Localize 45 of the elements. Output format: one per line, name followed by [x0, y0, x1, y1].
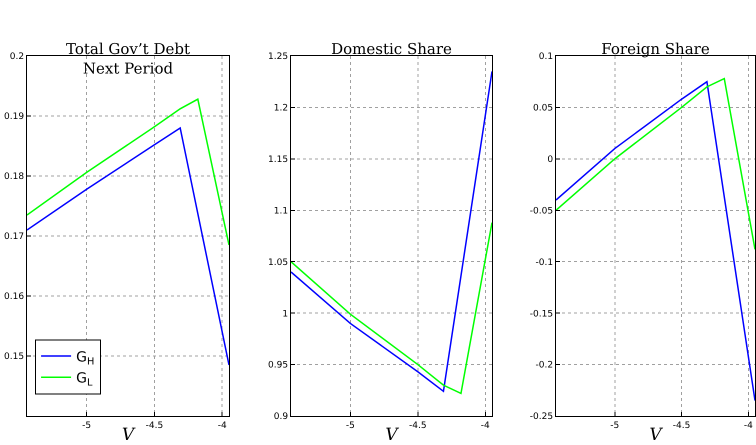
x-tick-label: -5: [610, 420, 620, 431]
legend-label: G$_{L}$: [76, 370, 93, 389]
y-tick-label: 1.1: [274, 206, 288, 216]
y-tick-label: 1.2: [274, 104, 288, 114]
x-tick-label: -4: [218, 420, 227, 431]
y-tick-label: -0.25: [530, 412, 554, 422]
legend-label: G$_{H}$: [76, 349, 94, 368]
chart-title: Total Gov’t Debt Next Period: [66, 40, 190, 78]
y-tick-label: 0.1: [538, 52, 554, 62]
x-axis-title: V: [385, 425, 400, 445]
x-axis-title: V: [649, 425, 664, 445]
y-tick-label: 1.05: [268, 258, 288, 268]
y-tick-label: 0.17: [4, 232, 24, 242]
x-tick-label: -4.5: [146, 420, 164, 431]
x-tick-label: -4: [480, 420, 490, 431]
y-tick-label: -0.05: [530, 206, 554, 216]
y-tick-label: 0.95: [268, 360, 288, 371]
x-axis-title: V: [122, 425, 136, 445]
x-tick-label: -4.5: [672, 420, 690, 431]
line-series: [291, 70, 492, 392]
line-series: [556, 78, 755, 250]
y-tick-label: 1.25: [268, 52, 288, 62]
x-tick-label: -5: [346, 420, 355, 431]
y-tick-label: -0.15: [530, 309, 554, 320]
y-tick-label: 0.18: [4, 172, 24, 182]
x-tick-label: -4: [744, 420, 754, 431]
y-tick-label: 0.15: [4, 352, 24, 362]
line-series: [27, 127, 229, 366]
line-series: [27, 98, 229, 246]
y-tick-label: 0.19: [4, 112, 24, 122]
y-tick-label: 0.16: [4, 292, 24, 302]
y-tick-label: 1.15: [268, 155, 288, 166]
chart-title: Domestic Share: [331, 40, 452, 58]
y-tick-label: 0: [547, 155, 554, 166]
line-series: [291, 222, 492, 394]
y-tick-label: 0.9: [274, 412, 288, 422]
x-tick-label: -4.5: [409, 420, 427, 431]
y-tick-label: 0.2: [10, 52, 24, 62]
y-tick-label: 0.05: [533, 104, 554, 114]
line-series: [556, 80, 755, 402]
y-tick-label: -0.1: [536, 258, 554, 268]
y-tick-label: 1: [282, 309, 288, 320]
x-tick-label: -5: [82, 420, 92, 431]
chart-title: Foreign Share: [601, 40, 710, 58]
y-tick-label: -0.2: [536, 360, 554, 371]
